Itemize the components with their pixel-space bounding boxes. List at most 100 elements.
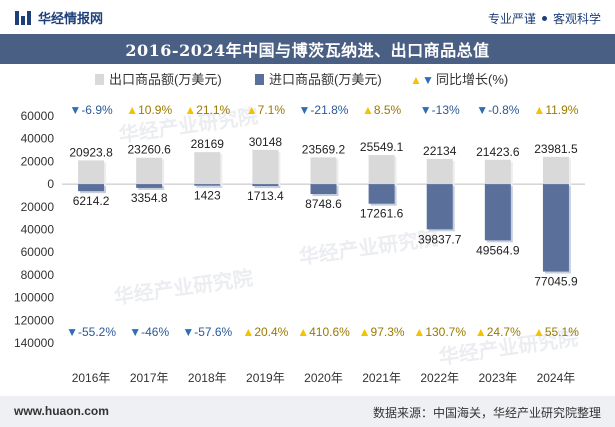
y-tick-label: 20000 — [21, 154, 55, 168]
y-tick-label: 20000 — [21, 200, 55, 214]
x-category-label: 2016年 — [72, 371, 111, 385]
export-bar — [542, 156, 569, 185]
import-bar — [426, 184, 453, 230]
export-value-label: 28169 — [191, 137, 225, 151]
import-bar — [194, 184, 221, 186]
import-bar — [484, 184, 511, 241]
import-growth-label: ▲130.7% — [413, 325, 466, 339]
import-growth-label: ▲97.3% — [359, 325, 405, 339]
chart-title: 2016-2024年中国与博茨瓦纳进、出口商品总值 — [125, 41, 490, 60]
export-bar — [194, 152, 221, 185]
legend-swatch-1 — [255, 74, 264, 85]
import-bar — [136, 184, 163, 188]
legend-label-2: 同比增长(%) — [436, 72, 508, 87]
export-value-label: 23569.2 — [302, 142, 346, 156]
export-growth-label: ▲11.9% — [533, 103, 578, 117]
top-bar: 华经情报网 专业严谨 客观科学 — [0, 0, 615, 34]
legend-label-0: 出口商品额(万美元) — [109, 72, 222, 87]
import-growth-label: ▼-57.6% — [182, 325, 232, 339]
x-category-label: 2018年 — [188, 371, 227, 385]
footer-site[interactable]: www.huaon.com — [14, 404, 109, 418]
y-tick-label: 40000 — [21, 223, 55, 237]
export-bar — [484, 159, 511, 185]
export-bar — [136, 157, 163, 185]
export-value-label: 20923.8 — [69, 145, 113, 159]
import-bar-shadow — [196, 186, 223, 188]
import-bar-shadow — [138, 186, 165, 190]
import-value-label: 49564.9 — [476, 243, 520, 257]
y-tick-label: 60000 — [21, 109, 55, 123]
import-growth-label: ▼-46% — [129, 325, 169, 339]
legend-up-arrow-icon: ▲ — [410, 73, 422, 87]
footer-source: 数据来源：中国海关，华经产业研究院整理 — [372, 406, 601, 420]
y-tick-label: 40000 — [21, 132, 55, 146]
export-value-label: 21423.6 — [476, 145, 520, 159]
import-bar — [310, 184, 337, 195]
export-bar — [78, 160, 105, 185]
export-value-label: 30148 — [249, 135, 283, 149]
export-growth-label: ▼-0.8% — [476, 103, 520, 117]
import-bar — [78, 184, 105, 192]
import-growth-label: ▲410.6% — [297, 325, 350, 339]
x-category-label: 2020年 — [304, 371, 343, 385]
x-category-label: 2022年 — [420, 371, 459, 385]
export-growth-label: ▲10.9% — [126, 103, 172, 117]
import-growth-label: ▼-55.2% — [66, 325, 116, 339]
export-value-label: 25549.1 — [360, 140, 404, 154]
export-growth-label: ▼-6.9% — [69, 103, 113, 117]
import-value-label: 8748.6 — [305, 197, 342, 211]
export-bar — [368, 155, 395, 185]
import-bar — [542, 184, 569, 272]
import-value-label: 39837.7 — [418, 232, 462, 246]
legend-swatch-0 — [95, 74, 104, 85]
footer: www.huaon.com 数据来源：中国海关，华经产业研究院整理 — [0, 396, 615, 427]
export-growth-label: ▼-21.8% — [299, 103, 349, 117]
import-growth-label: ▲24.7% — [475, 325, 521, 339]
import-growth-label: ▲20.4% — [242, 325, 288, 339]
export-growth-label: ▲8.5% — [362, 103, 402, 117]
export-value-label: 23260.6 — [127, 143, 171, 157]
import-bar-shadow — [254, 186, 281, 189]
logo[interactable]: 华经情报网 — [14, 8, 103, 27]
logo-icon — [14, 9, 32, 27]
dot-separator-icon — [541, 16, 547, 22]
export-growth-label: ▼-13% — [420, 103, 460, 117]
logo-text: 华经情报网 — [38, 11, 104, 26]
y-tick-label: 120000 — [14, 313, 54, 327]
x-category-label: 2017年 — [130, 371, 169, 385]
x-category-label: 2019年 — [246, 371, 285, 385]
import-value-label: 3354.8 — [131, 191, 168, 205]
import-value-label: 1713.4 — [247, 189, 284, 203]
import-value-label: 17261.6 — [360, 207, 404, 221]
title-bar: 2016-2024年中国与博茨瓦纳进、出口商品总值 — [0, 34, 615, 64]
tagline-left: 专业严谨 — [487, 12, 536, 26]
legend-down-arrow-icon: ▼ — [422, 73, 434, 87]
import-value-label: 1423 — [194, 189, 221, 203]
y-tick-label: 80000 — [21, 268, 55, 282]
import-value-label: 77045.9 — [534, 275, 578, 289]
tagline-right: 客观科学 — [552, 12, 601, 26]
export-growth-label: ▲21.1% — [184, 103, 230, 117]
y-tick-label: 0 — [47, 177, 54, 191]
export-bar — [252, 149, 279, 185]
import-value-label: 6214.2 — [73, 194, 110, 208]
import-growth-label: ▲55.1% — [533, 325, 579, 339]
export-bar — [426, 158, 453, 185]
export-bar — [310, 157, 337, 185]
export-growth-label: ▲7.1% — [246, 103, 286, 117]
y-tick-label: 140000 — [14, 336, 54, 350]
export-value-label: 22134 — [423, 144, 457, 158]
y-tick-label: 100000 — [14, 291, 54, 305]
tagline: 专业严谨 客观科学 — [488, 10, 601, 27]
import-bar — [252, 184, 279, 187]
export-value-label: 23981.5 — [534, 142, 578, 156]
import-bar — [368, 184, 395, 204]
watermark-text: 华经产业研究院 — [112, 266, 254, 309]
x-category-label: 2021年 — [362, 371, 401, 385]
x-category-label: 2024年 — [537, 371, 576, 385]
x-category-label: 2023年 — [478, 371, 517, 385]
legend-label-1: 进口商品额(万美元) — [269, 72, 382, 87]
y-tick-label: 60000 — [21, 245, 55, 259]
